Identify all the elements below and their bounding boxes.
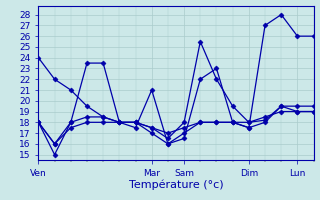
X-axis label: Température (°c): Température (°c) — [129, 179, 223, 190]
